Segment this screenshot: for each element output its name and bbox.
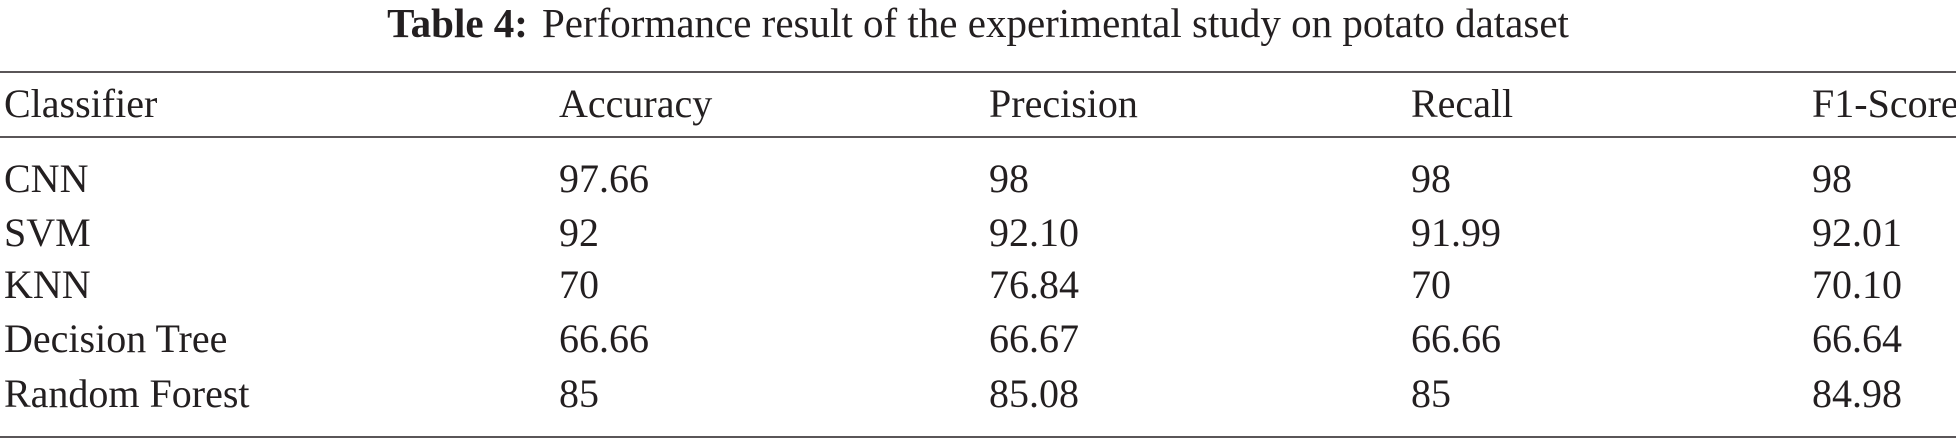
header-cell: F1-Score	[1812, 81, 1956, 126]
table-cell: 66.64	[1812, 316, 1902, 361]
table-cell: 85	[1411, 371, 1451, 416]
table-cell: 66.67	[989, 316, 1079, 361]
table-cell: 92.10	[989, 210, 1079, 255]
table-cell: 92.01	[1812, 210, 1902, 255]
table-cell: 98	[1812, 156, 1852, 201]
table-cell: 70	[1411, 262, 1451, 307]
table-cell: 66.66	[559, 316, 649, 361]
header-cell: Accuracy	[559, 81, 712, 126]
row-label: CNN	[4, 156, 88, 201]
table-cell: 97.66	[559, 156, 649, 201]
table-cell: 98	[989, 156, 1029, 201]
header-cell: Recall	[1411, 81, 1513, 126]
table-cell: 76.84	[989, 262, 1079, 307]
table-cell: 84.98	[1812, 371, 1902, 416]
table-cell: 70.10	[1812, 262, 1902, 307]
row-label: Decision Tree	[4, 316, 227, 361]
table-cell: 85	[559, 371, 599, 416]
row-label: SVM	[4, 210, 91, 255]
table-cell: 85.08	[989, 371, 1079, 416]
table-cell: 98	[1411, 156, 1451, 201]
table-cell: 92	[559, 210, 599, 255]
table-cell: 70	[559, 262, 599, 307]
caption-label: Table 4:	[387, 0, 528, 46]
caption-text: Performance result of the experimental s…	[542, 0, 1570, 46]
row-label: KNN	[4, 262, 91, 307]
table-caption: Table 4: Performance result of the experi…	[387, 0, 1569, 46]
row-label: Random Forest	[4, 371, 250, 416]
table-cell: 91.99	[1411, 210, 1501, 255]
header-cell: Precision	[989, 81, 1138, 126]
header-cell: Classifier	[4, 81, 157, 126]
table-cell: 66.66	[1411, 316, 1501, 361]
